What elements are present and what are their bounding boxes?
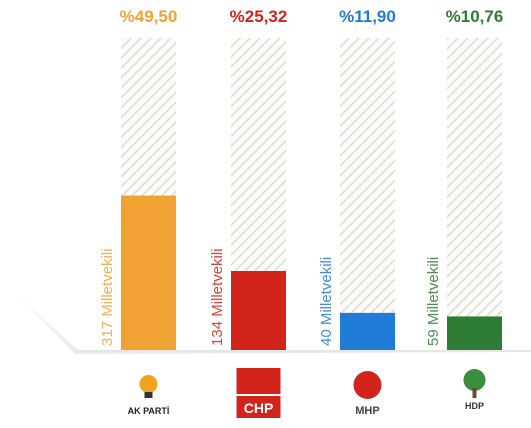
value-label: %49,50 [120,7,178,26]
value-label: %25,32 [230,7,288,26]
seat-label: 134 Milletvekili [209,248,226,346]
party-logo: MHP [353,371,382,417]
logo-box [236,368,281,394]
bar [340,312,395,350]
seat-label: 40 Milletvekili [318,257,335,346]
logo-tree [463,369,486,391]
bar [121,195,176,350]
bar-background [447,38,502,350]
bar-background [340,38,395,350]
value-label: %10,76 [446,7,504,26]
logo-text: HDP [465,401,484,411]
party-logo: HDP [463,369,486,411]
logo-trunk [472,388,477,398]
value-label: %11,90 [339,7,396,26]
logo-bulb [139,375,158,393]
party-logo: CHP [236,368,281,418]
logo-box2 [236,396,281,418]
seat-label: 317 Milletvekili [99,248,116,346]
logos: AK PARTİ CHP MHP HDP [128,368,486,418]
logo-text: AK PARTİ [128,406,170,416]
party-logo: AK PARTİ [128,375,170,416]
logo-circle [353,371,382,399]
logo-text: MHP [355,405,379,417]
logo-base [144,392,153,398]
logo-text: CHP [244,400,274,416]
bar [231,271,286,350]
seat-label: 59 Milletvekili [425,257,442,346]
bar [447,316,502,350]
